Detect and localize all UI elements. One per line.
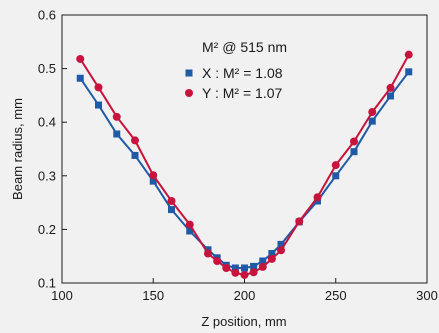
data-point-square [350, 148, 358, 156]
data-point-square [368, 117, 376, 125]
data-point-square [405, 68, 413, 76]
data-point-circle [313, 193, 322, 202]
data-point-circle [331, 161, 340, 170]
data-point-circle [94, 83, 103, 92]
legend-marker-circle [185, 89, 193, 97]
plot-frame [61, 14, 428, 284]
y-tick-label: 0.4 [38, 115, 56, 130]
data-point-square [186, 227, 194, 235]
data-point-circle [167, 196, 176, 205]
y-tick-label: 0.6 [38, 8, 56, 23]
data-point-circle [149, 171, 158, 180]
series-layer [76, 50, 413, 279]
y-axis-title: Beam radius, mm [10, 98, 25, 200]
data-point-square [241, 264, 248, 272]
data-point-circle [204, 249, 212, 258]
data-point-circle [368, 108, 377, 117]
x-tick-label: 300 [416, 288, 438, 303]
data-point-square [95, 101, 102, 109]
data-point-circle [131, 136, 139, 145]
y-tick-label: 0.3 [38, 168, 56, 183]
data-point-circle [258, 262, 267, 271]
y-axis: 0.1 0.2 0.3 0.4 0.5 0.6 [38, 8, 67, 291]
data-point-square [259, 257, 267, 265]
data-point-circle [240, 270, 249, 279]
data-point-circle [231, 268, 240, 277]
y-tick-label: 0.5 [38, 61, 56, 76]
legend-entry: Y : M² = 1.07 [185, 85, 282, 101]
data-point-square [268, 250, 276, 258]
series-2 [76, 50, 413, 279]
data-point-circle [213, 257, 222, 266]
data-point-circle [295, 217, 304, 226]
data-point-circle [277, 246, 285, 255]
data-point-circle [404, 50, 413, 59]
data-point-square [168, 206, 175, 214]
data-point-circle [76, 54, 85, 63]
data-point-square [76, 74, 84, 82]
data-point-circle [386, 83, 395, 92]
x-tick-label: 250 [325, 288, 347, 303]
data-point-square [277, 240, 285, 248]
y-tick-label: 0.1 [38, 276, 56, 291]
data-point-square [250, 262, 258, 270]
x-axis: 100 150 200 250 300 [51, 278, 438, 303]
legend-marker-square [185, 69, 193, 77]
data-point-circle [112, 112, 121, 121]
data-point-circle [222, 263, 231, 272]
legend: M² @ 515 nm X : M² = 1.08 Y : M² = 1.07 [185, 39, 287, 101]
legend-entries: X : M² = 1.08 Y : M² = 1.07 [185, 65, 283, 101]
data-point-square [113, 130, 121, 138]
data-point-square [332, 172, 340, 180]
data-point-circle [267, 254, 276, 263]
y-tick-label: 0.2 [38, 222, 56, 237]
data-point-square [131, 151, 139, 159]
data-point-square [149, 177, 157, 185]
data-point-circle [185, 220, 194, 229]
x-tick-label: 150 [142, 288, 164, 303]
x-tick-label: 100 [51, 288, 73, 303]
data-point-square [387, 92, 394, 100]
data-point-circle [249, 268, 258, 277]
x-tick-label: 200 [234, 288, 256, 303]
legend-label: Y : M² = 1.07 [202, 85, 282, 101]
legend-entry: X : M² = 1.08 [185, 65, 283, 81]
data-point-square [231, 264, 239, 272]
data-point-circle [350, 137, 358, 146]
legend-label: X : M² = 1.08 [202, 65, 283, 81]
x-axis-title: Z position, mm [201, 314, 286, 329]
legend-title: M² @ 515 nm [202, 39, 287, 55]
